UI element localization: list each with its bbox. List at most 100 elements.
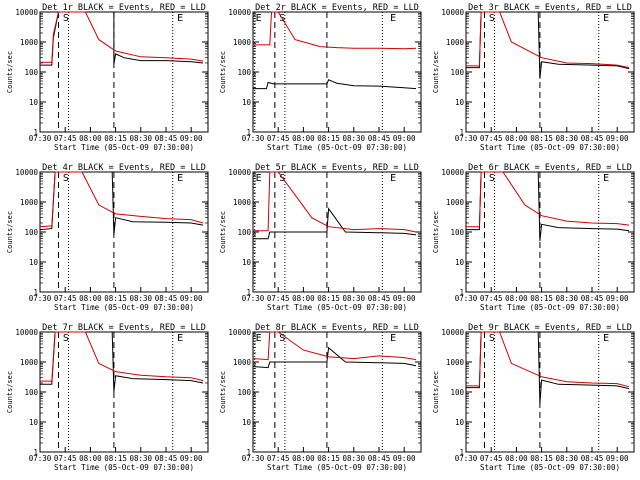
marker-letter-s: S <box>489 173 495 184</box>
panel-det-5: Det 5r BLACK = Events, RED = LLD 1 10 100 10… <box>219 163 422 312</box>
y-tick-label: 1000 <box>20 38 39 47</box>
series-lld <box>39 171 204 228</box>
y-tick-label: 100 <box>237 388 251 397</box>
x-tick-label: 07:30 <box>242 454 265 463</box>
y-tick-label: 1 <box>459 128 464 137</box>
x-tick-label: 08:00 <box>79 134 102 143</box>
marker-letter-e: E <box>256 173 262 184</box>
chart-title: Det 9r BLACK = Events, RED = LLD <box>468 323 632 333</box>
panel-det-7: Det 7r BLACK = Events, RED = LLD 1 10 100 10… <box>6 323 209 472</box>
y-tick-label: 10 <box>242 98 252 107</box>
y-tick-label: 1 <box>246 128 251 137</box>
series-events <box>253 79 417 90</box>
marker-letter-s: S <box>63 173 69 184</box>
y-tick-label: 100 <box>450 68 464 77</box>
x-tick-label: 08:45 <box>581 134 604 143</box>
y-tick-label: 100 <box>237 228 251 237</box>
y-tick-label: 100 <box>24 228 38 237</box>
x-tick-label: 07:45 <box>267 294 290 303</box>
x-axis-label: Start Time (05-Oct-09 07:30:00) <box>267 463 407 472</box>
y-axis-label: Counts/sec <box>432 371 440 413</box>
y-tick-label: 1 <box>33 128 38 137</box>
y-tick-label: 1000 <box>233 358 252 367</box>
panel-det-2: Det 2r BLACK = Events, RED = LLD 1 10 100 10… <box>219 3 422 152</box>
y-tick-label: 10000 <box>228 8 251 17</box>
series-events <box>252 346 417 369</box>
plot-frame <box>465 11 635 133</box>
series-lld <box>253 11 417 50</box>
marker-letter-s: S <box>63 333 69 344</box>
marker-letter-e: E <box>603 13 609 24</box>
y-tick-label: 1000 <box>233 38 252 47</box>
y-axis-label: Counts/sec <box>219 371 227 413</box>
x-tick-label: 08:15 <box>530 294 553 303</box>
series-lld <box>252 331 417 361</box>
plot-frame <box>252 11 422 133</box>
y-tick-label: 10 <box>29 98 39 107</box>
panel-det-9: Det 9r BLACK = Events, RED = LLD 1 10 100 10… <box>432 323 635 472</box>
y-tick-label: 10000 <box>441 328 464 337</box>
y-tick-label: 1000 <box>20 198 39 207</box>
panel-det-3: Det 3r BLACK = Events, RED = LLD 1 10 100 10… <box>432 3 635 152</box>
x-tick-label: 08:15 <box>317 134 340 143</box>
plot-frame <box>39 11 209 133</box>
y-axis-label: Counts/sec <box>432 51 440 93</box>
y-tick-label: 1 <box>246 448 251 457</box>
series-events <box>253 207 417 240</box>
y-tick-label: 10 <box>455 258 465 267</box>
x-axis-label: Start Time (05-Oct-09 07:30:00) <box>267 303 407 312</box>
y-tick-label: 1 <box>459 288 464 297</box>
marker-letter-e: E <box>390 13 396 24</box>
y-tick-label: 10 <box>29 258 39 267</box>
x-tick-label: 08:30 <box>556 134 579 143</box>
marker-letter-e: E <box>256 13 262 24</box>
y-tick-label: 1000 <box>446 198 465 207</box>
x-tick-label: 09:00 <box>606 294 629 303</box>
x-tick-label: 08:00 <box>505 454 528 463</box>
x-tick-label: 07:30 <box>29 454 52 463</box>
plot-frame <box>465 331 635 453</box>
x-tick-label: 08:15 <box>530 454 553 463</box>
x-tick-label: 07:30 <box>455 294 478 303</box>
x-tick-label: 07:45 <box>267 454 290 463</box>
marker-letter-e: E <box>177 173 183 184</box>
x-axis-label: Start Time (05-Oct-09 07:30:00) <box>267 143 407 152</box>
plot-frame <box>465 171 635 293</box>
x-tick-label: 08:45 <box>368 134 391 143</box>
chart-title: Det 2r BLACK = Events, RED = LLD <box>255 3 419 13</box>
y-tick-label: 100 <box>450 388 464 397</box>
x-tick-label: 07:45 <box>54 454 77 463</box>
marker-letter-e: E <box>603 333 609 344</box>
y-tick-label: 1 <box>33 448 38 457</box>
x-tick-label: 09:00 <box>606 134 629 143</box>
marker-letter-e: E <box>390 173 396 184</box>
x-tick-label: 09:00 <box>180 294 203 303</box>
y-tick-label: 100 <box>237 68 251 77</box>
plot-frame <box>252 331 422 453</box>
x-axis-label: Start Time (05-Oct-09 07:30:00) <box>480 143 620 152</box>
x-tick-label: 08:45 <box>368 294 391 303</box>
chart-title: Det 4r BLACK = Events, RED = LLD <box>42 163 206 173</box>
y-tick-label: 10 <box>242 418 252 427</box>
plot-frame <box>39 331 209 453</box>
x-tick-label: 08:15 <box>317 294 340 303</box>
x-tick-label: 09:00 <box>393 134 416 143</box>
x-tick-label: 07:45 <box>267 134 290 143</box>
y-tick-label: 10 <box>29 418 39 427</box>
x-tick-label: 08:00 <box>292 294 315 303</box>
x-tick-label: 07:30 <box>29 134 52 143</box>
series-lld <box>40 11 204 63</box>
x-tick-label: 08:00 <box>292 454 315 463</box>
x-axis-label: Start Time (05-Oct-09 07:30:00) <box>480 463 620 472</box>
marker-letter-e: E <box>603 173 609 184</box>
x-tick-label: 08:15 <box>104 454 127 463</box>
y-axis-label: Counts/sec <box>219 51 227 93</box>
x-tick-label: 08:45 <box>155 134 178 143</box>
x-tick-label: 09:00 <box>180 134 203 143</box>
y-tick-label: 1000 <box>20 358 39 367</box>
x-tick-label: 08:45 <box>368 454 391 463</box>
y-axis-label: Counts/sec <box>6 51 14 93</box>
x-tick-label: 08:30 <box>343 294 366 303</box>
y-tick-label: 10 <box>455 98 465 107</box>
panel-det-6: Det 6r BLACK = Events, RED = LLD 1 10 100 10… <box>432 163 635 312</box>
